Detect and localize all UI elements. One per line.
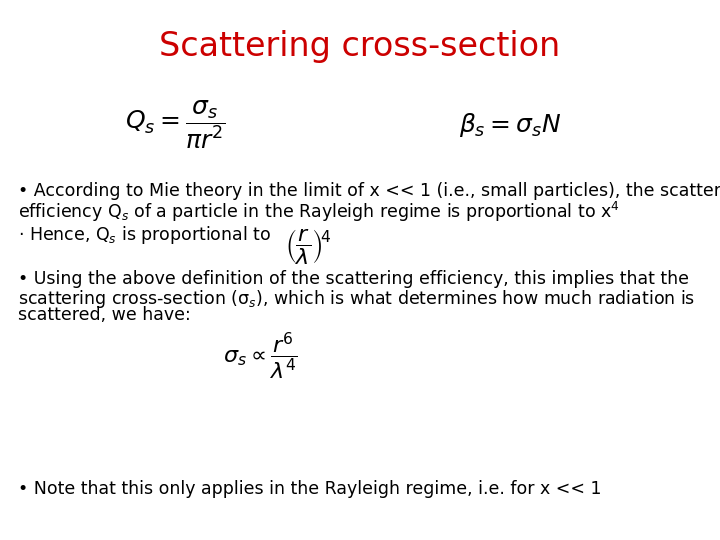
Text: • Note that this only applies in the Rayleigh regime, i.e. for x << 1: • Note that this only applies in the Ray… bbox=[18, 480, 601, 498]
Text: $\beta_s = \sigma_s N$: $\beta_s = \sigma_s N$ bbox=[459, 111, 561, 139]
Text: scattered, we have:: scattered, we have: bbox=[18, 306, 191, 324]
Text: • According to Mie theory in the limit of x << 1 (i.e., small particles), the sc: • According to Mie theory in the limit o… bbox=[18, 182, 720, 200]
Text: $Q_s = \dfrac{\sigma_s}{\pi r^2}$: $Q_s = \dfrac{\sigma_s}{\pi r^2}$ bbox=[125, 99, 225, 151]
Text: scattering cross-section (σ$_s$), which is what determines how much radiation is: scattering cross-section (σ$_s$), which … bbox=[18, 288, 696, 310]
Text: $\sigma_s \propto \dfrac{r^6}{\lambda^4}$: $\sigma_s \propto \dfrac{r^6}{\lambda^4}… bbox=[222, 330, 297, 382]
Text: efficiency Q$_s$ of a particle in the Rayleigh regime is proportional to x$^4$: efficiency Q$_s$ of a particle in the Ra… bbox=[18, 200, 620, 224]
Text: $\left(\dfrac{r}{\lambda}\right)^{\!4}$: $\left(\dfrac{r}{\lambda}\right)^{\!4}$ bbox=[285, 227, 332, 266]
Text: Scattering cross-section: Scattering cross-section bbox=[159, 30, 561, 63]
Text: · Hence, Q$_s$ is proportional to: · Hence, Q$_s$ is proportional to bbox=[18, 224, 271, 246]
Text: • Using the above definition of the scattering efficiency, this implies that the: • Using the above definition of the scat… bbox=[18, 270, 689, 288]
